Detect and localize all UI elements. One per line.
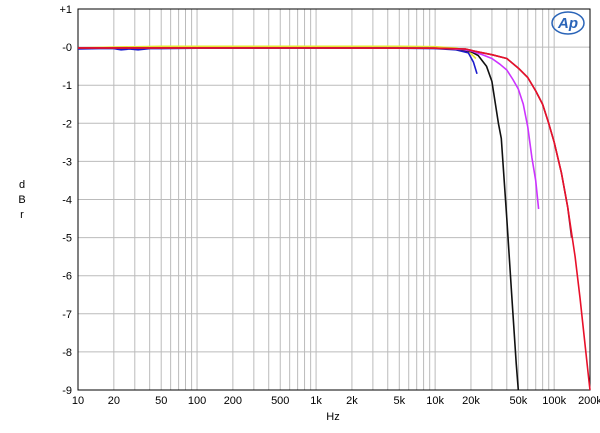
y-axis-label-letter: d — [19, 179, 25, 191]
y-tick-label: -8 — [62, 347, 72, 359]
logo-text: Ap — [557, 15, 578, 32]
y-tick-labels: +1 -0 -1 -2 -3 -4 -5 -6 -7 -8 -9 — [59, 4, 72, 397]
x-tick-label: 200 — [224, 395, 242, 407]
y-tick-label: -4 — [62, 195, 72, 207]
y-tick-label: -7 — [62, 309, 72, 321]
y-tick-label: -1 — [62, 80, 72, 92]
y-tick-label: -6 — [62, 271, 72, 283]
major-grid — [78, 8, 590, 391]
x-tick-labels: 10 20 50 100 200 500 1k 2k 5k 10k 20k 50k 100k 200k — [72, 395, 600, 407]
x-tick-label: 10 — [72, 395, 84, 407]
series-line — [78, 47, 591, 391]
plot-frame — [77, 8, 591, 391]
x-tick-label: 100k — [542, 395, 566, 407]
y-tick-label: -0 — [62, 42, 72, 54]
x-tick-label: 20 — [108, 395, 120, 407]
ap-logo: Ap — [551, 11, 585, 35]
y-axis-label-letter: r — [20, 209, 24, 221]
series-line — [78, 47, 573, 238]
x-axis-label: Hz — [326, 411, 339, 423]
series-layer — [77, 45, 591, 391]
x-tick-label: 20k — [462, 395, 480, 407]
y-axis-label: d B r — [18, 179, 25, 221]
x-tick-label: 50k — [509, 395, 527, 407]
y-tick-label: -3 — [62, 156, 72, 168]
x-tick-label: 10k — [426, 395, 444, 407]
x-tick-label: 100 — [188, 395, 206, 407]
y-tick-label: -5 — [62, 233, 72, 245]
x-tick-label: 1k — [310, 395, 322, 407]
y-tick-label: -2 — [62, 118, 72, 130]
x-tick-label: 2k — [346, 395, 358, 407]
series-line — [77, 47, 520, 391]
y-tick-label: -9 — [62, 385, 72, 397]
y-axis-label-letter: B — [18, 194, 25, 206]
x-tick-label: 500 — [271, 395, 289, 407]
x-tick-label: 200k — [578, 395, 600, 407]
y-tick-label: +1 — [59, 4, 72, 16]
x-tick-label: 50 — [155, 395, 167, 407]
series-line — [78, 47, 540, 210]
x-tick-label: 5k — [393, 395, 405, 407]
